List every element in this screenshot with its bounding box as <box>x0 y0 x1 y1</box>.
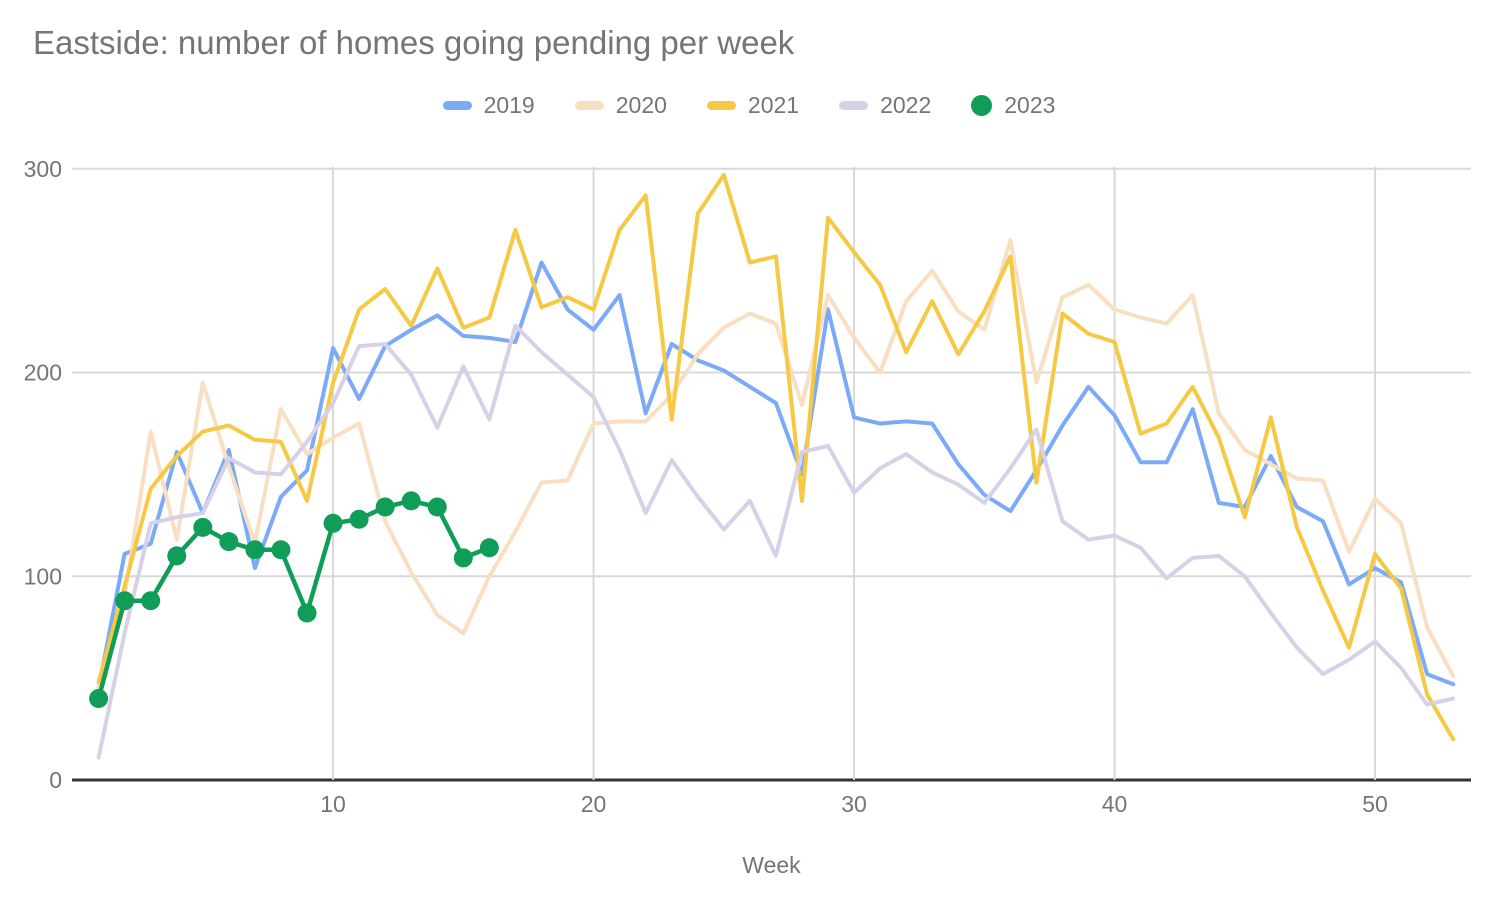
y-tick-label: 0 <box>49 767 62 793</box>
data-point-2023[interactable] <box>219 532 239 552</box>
legend-item-2021[interactable]: 2021 <box>706 92 800 119</box>
x-tick-label: 20 <box>581 791 607 817</box>
legend-label: 2022 <box>880 92 932 118</box>
legend-item-2023[interactable]: 2023 <box>971 92 1055 119</box>
legend-swatch-2022 <box>839 101 869 110</box>
x-tick-label: 50 <box>1362 791 1388 817</box>
data-point-2023[interactable] <box>141 591 161 611</box>
legend-label: 2020 <box>615 92 667 118</box>
legend-item-2019[interactable]: 2019 <box>442 92 535 119</box>
legend-swatch-2021 <box>706 101 736 110</box>
chart-title: Eastside: number of homes going pending … <box>33 24 795 61</box>
data-point-2023[interactable] <box>245 540 265 560</box>
legend-swatch-2023 <box>971 95 993 116</box>
legend-label: 2023 <box>1004 92 1056 118</box>
data-point-2023[interactable] <box>349 509 369 529</box>
series-line-2020[interactable] <box>96 238 1456 691</box>
legend-swatch-2020 <box>574 101 604 110</box>
y-tick-label: 300 <box>24 156 62 182</box>
legend-label: 2021 <box>747 92 800 118</box>
data-point-2023[interactable] <box>115 591 135 611</box>
legend-swatch-2019 <box>442 101 472 110</box>
data-point-2023[interactable] <box>89 689 109 709</box>
y-tick-label: 100 <box>24 563 62 589</box>
data-point-2023[interactable] <box>375 497 395 517</box>
series-line-2021[interactable] <box>96 172 1456 742</box>
data-point-2023[interactable] <box>323 513 343 533</box>
data-point-2023[interactable] <box>297 603 317 623</box>
data-point-2023[interactable] <box>427 497 447 517</box>
series-line-2022[interactable] <box>96 323 1456 760</box>
x-tick-label: 10 <box>320 791 346 817</box>
legend-label: 2019 <box>483 92 535 118</box>
legend-item-2022[interactable]: 2022 <box>839 92 931 119</box>
data-point-2023[interactable] <box>271 540 291 560</box>
data-point-2023[interactable] <box>453 548 473 568</box>
data-point-2023[interactable] <box>479 538 499 558</box>
data-point-2023[interactable] <box>401 491 421 511</box>
legend: 2019 2020 2021 2022 2023 <box>0 92 1498 119</box>
series-line-2023[interactable] <box>96 498 492 701</box>
x-axis-title: Week <box>742 852 801 878</box>
legend-item-2020[interactable]: 2020 <box>574 92 667 119</box>
x-tick-label: 40 <box>1102 791 1128 817</box>
data-point-2023[interactable] <box>193 517 213 537</box>
x-tick-label: 30 <box>841 791 867 817</box>
y-tick-label: 200 <box>24 360 62 386</box>
data-point-2023[interactable] <box>167 546 187 566</box>
series-line-2019[interactable] <box>96 260 1456 691</box>
